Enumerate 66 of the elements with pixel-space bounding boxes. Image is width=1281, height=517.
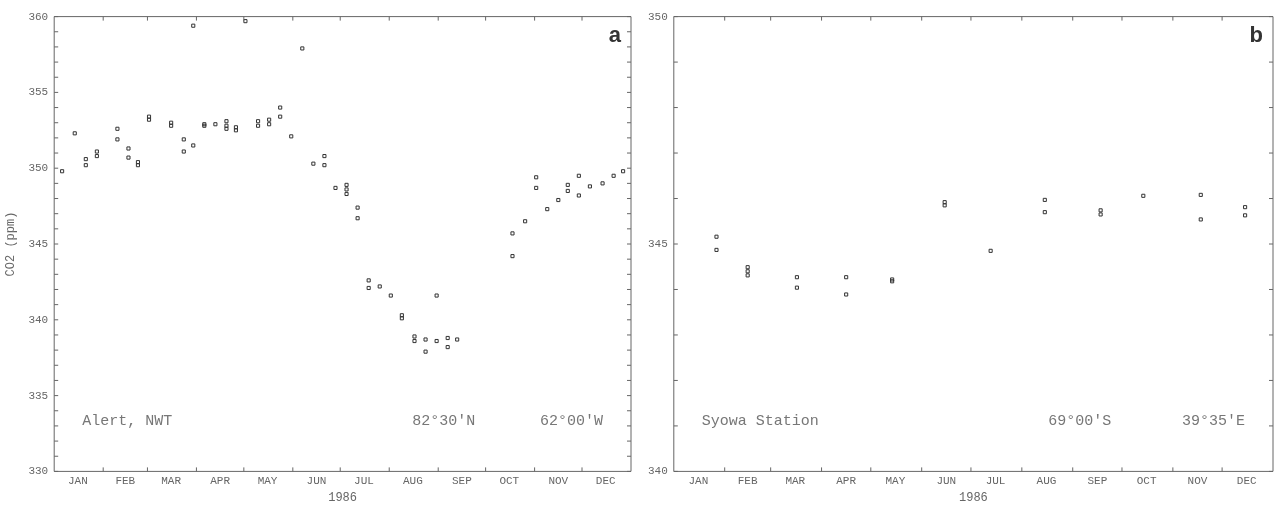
annotation: 62°00'W xyxy=(539,413,603,431)
y-tick-label: 355 xyxy=(28,86,49,99)
point xyxy=(1042,197,1047,202)
x-tick-label: JUL xyxy=(354,474,374,487)
annotation: Syowa Station xyxy=(701,413,819,431)
x-tick-label: APR xyxy=(836,474,857,487)
point xyxy=(1141,193,1146,198)
annotation: 82°30'N xyxy=(412,413,476,431)
point xyxy=(844,275,849,280)
x-tick-label: DEC xyxy=(595,474,617,487)
y-tick-label: 330 xyxy=(28,465,49,478)
point xyxy=(942,203,947,208)
x-axis-title: 1986 xyxy=(328,490,358,505)
y-tick-label: 345 xyxy=(647,237,668,250)
point xyxy=(1098,212,1103,217)
x-tick-label: JAN xyxy=(68,474,88,487)
x-tick-label: MAR xyxy=(161,474,182,487)
x-tick-label: OCT xyxy=(1136,474,1157,487)
x-tick-label: MAY xyxy=(885,474,906,487)
point xyxy=(1198,192,1203,197)
y-tick-label: 340 xyxy=(647,465,668,478)
y-axis-title: CO2 (ppm) xyxy=(4,211,19,277)
x-tick-label: OCT xyxy=(499,474,520,487)
point xyxy=(942,200,947,205)
point xyxy=(714,247,719,252)
x-axis-title: 1986 xyxy=(959,490,988,505)
x-tick-label: DEC xyxy=(1236,474,1258,487)
x-tick-label: SEP xyxy=(1087,474,1108,487)
y-tick-label: 350 xyxy=(28,162,49,175)
x-tick-label: AUG xyxy=(403,474,423,487)
point xyxy=(1243,205,1248,210)
x-tick-label: SEP xyxy=(452,474,473,487)
x-tick-label: MAY xyxy=(257,474,278,487)
y-tick-label: 360 xyxy=(28,10,49,23)
annotation: 39°35'E xyxy=(1181,413,1245,431)
x-tick-label: NOV xyxy=(1187,474,1208,487)
point xyxy=(988,248,993,253)
point xyxy=(1198,217,1203,222)
point xyxy=(1042,210,1047,215)
x-tick-label: MAR xyxy=(785,474,806,487)
annotation: b xyxy=(1249,21,1263,47)
x-tick-label: FEB xyxy=(115,474,136,487)
x-tick-label: JUN xyxy=(936,474,957,487)
x-tick-label: AUG xyxy=(1036,474,1057,487)
y-tick-label: 340 xyxy=(28,313,49,326)
point xyxy=(745,273,750,278)
point xyxy=(745,265,750,270)
point xyxy=(844,292,849,297)
x-tick-label: NOV xyxy=(548,474,569,487)
annotation: a xyxy=(608,21,622,47)
x-tick-label: JUN xyxy=(306,474,327,487)
point xyxy=(714,234,719,239)
y-tick-label: 345 xyxy=(28,237,49,250)
y-tick-label: 335 xyxy=(28,389,49,402)
point xyxy=(794,275,799,280)
point xyxy=(745,269,750,274)
point xyxy=(794,285,799,290)
annotation: Alert, NWT xyxy=(82,413,173,431)
point xyxy=(1243,213,1248,218)
x-tick-label: JUL xyxy=(985,474,1006,487)
x-tick-label: APR xyxy=(210,474,231,487)
annotation: 69°00'S xyxy=(1048,413,1112,431)
point xyxy=(1098,208,1103,213)
x-tick-label: JAN xyxy=(688,474,709,487)
x-tick-label: FEB xyxy=(737,474,758,487)
y-tick-label: 350 xyxy=(647,10,668,23)
